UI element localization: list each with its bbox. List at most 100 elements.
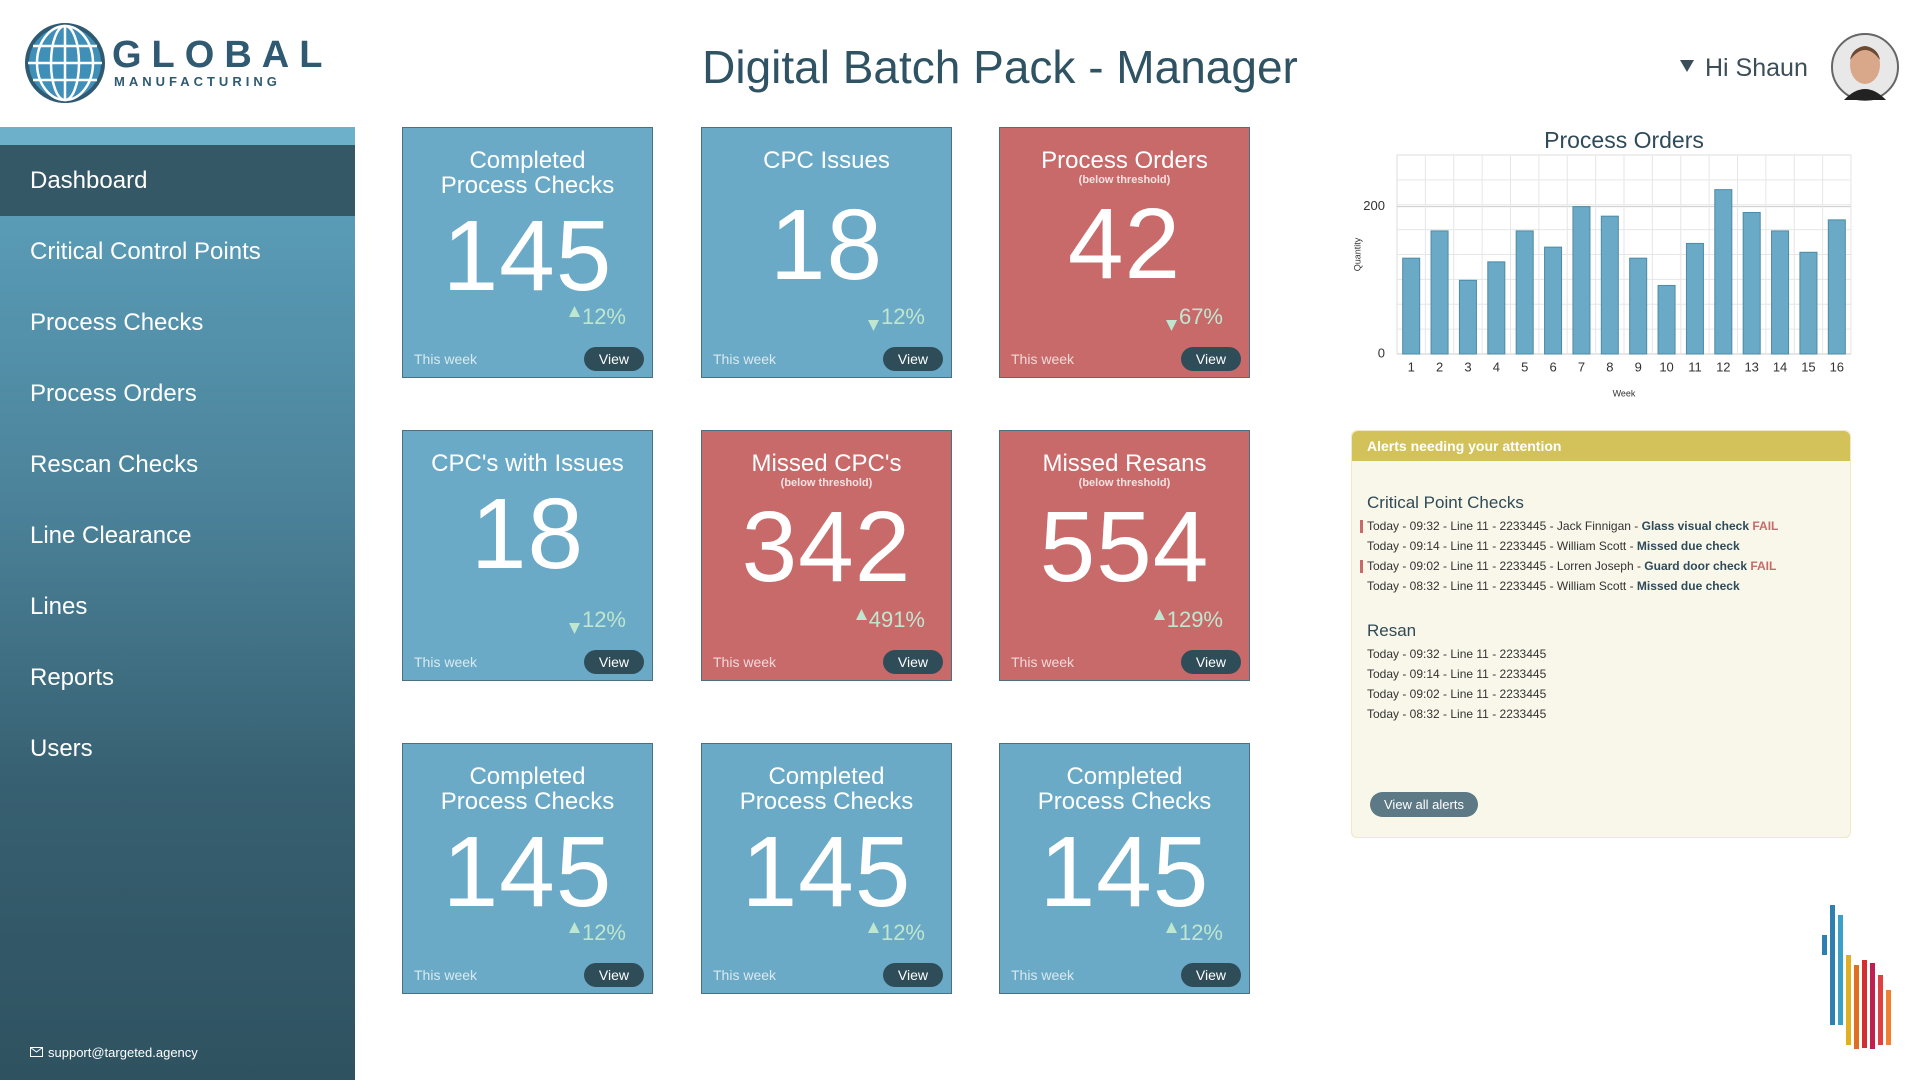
- trend-arrow-shape: [856, 609, 867, 620]
- bar: [1544, 246, 1563, 355]
- user-menu-caret[interactable]: [1680, 60, 1694, 72]
- nav-item[interactable]: Rescan Checks: [30, 451, 199, 478]
- user-greeting[interactable]: Hi Shaun: [1705, 54, 1808, 82]
- sidebar: Dashboard Critical Control Points Process …: [0, 127, 355, 1080]
- alert-check: Missed due check: [1636, 539, 1740, 553]
- user-avatar[interactable]: [1830, 32, 1900, 102]
- alert-item[interactable]: Today - 09:02 - Line 11 - 2233445: [1367, 688, 1850, 701]
- tile-period: This week: [414, 967, 478, 983]
- alert-text: Today - 09:32 - Line 11 - 2233445: [1367, 647, 1547, 661]
- alert-text: Today - 09:02 - Line 11 - 2233445: [1367, 687, 1547, 701]
- alert-item[interactable]: Today - 09:32 - Line 11 - 2233445 - Jack…: [1360, 520, 1850, 533]
- tile-view[interactable]: View: [882, 347, 943, 371]
- nav-item[interactable]: Process Checks: [30, 309, 204, 336]
- tile-view[interactable]: View: [882, 963, 943, 987]
- alert-text: Today - 09:32 - Line 11 - 2233445 - Jack…: [1367, 519, 1642, 533]
- tile-view[interactable]: View: [1180, 650, 1241, 674]
- tile-title: Process Orders: [1041, 147, 1208, 174]
- support-email[interactable]: support@targeted.agency: [48, 1045, 198, 1060]
- brand-mark: [1822, 905, 1891, 1049]
- tile-view[interactable]: View: [1180, 963, 1241, 987]
- alert-text: Today - 08:32 - Line 11 - 2233445 - Will…: [1367, 579, 1637, 593]
- alert-status: FAIL: [1752, 519, 1779, 533]
- bar: [1515, 230, 1534, 355]
- alert-item[interactable]: Today - 08:32 - Line 11 - 2233445 - Will…: [1367, 580, 1850, 593]
- brand-bars: [1822, 905, 1891, 1049]
- x-tick-label: 4: [1493, 359, 1500, 374]
- trend-arrow-shape: [868, 320, 879, 331]
- bar: [1685, 242, 1704, 355]
- alert-item[interactable]: Today - 09:32 - Line 11 - 2233445: [1367, 648, 1850, 661]
- nav-item[interactable]: Lines: [30, 593, 88, 620]
- trend-arrow: [569, 623, 580, 634]
- logo[interactable]: GLOBAL MANUFACTURING: [24, 22, 322, 104]
- alert-text: Today - 09:14 - Line 11 - 2233445 - Will…: [1367, 539, 1637, 553]
- tile-change: 129%: [1166, 607, 1223, 632]
- trend-arrow: [569, 306, 580, 317]
- tile-value: 145: [741, 816, 912, 928]
- nav-item[interactable]: Users: [30, 735, 93, 762]
- x-tick-label: 9: [1635, 359, 1642, 374]
- nav-item[interactable]: Line Clearance: [30, 522, 192, 549]
- nav-item[interactable]: Reports: [30, 664, 115, 691]
- tile-title: Completed Process Checks: [440, 763, 615, 815]
- tile-subtitle: (below threshold): [1078, 174, 1171, 186]
- tile-title: Missed CPC's: [751, 450, 902, 477]
- support[interactable]: support@targeted.agency: [30, 1045, 198, 1060]
- tile-period: This week: [713, 351, 777, 367]
- tile-period: This week: [713, 967, 777, 983]
- trend-arrow: [1166, 320, 1177, 331]
- nav-item[interactable]: Critical Control Points: [30, 238, 261, 265]
- tile-change: 12%: [581, 607, 626, 632]
- tile-period: This week: [713, 654, 777, 670]
- trend-arrow-shape: [1154, 609, 1165, 620]
- bar: [1572, 206, 1591, 355]
- tile-view[interactable]: View: [1180, 347, 1241, 371]
- app-title: Digital Batch Pack - Manager: [702, 41, 1298, 93]
- x-tick-label: 16: [1830, 359, 1844, 374]
- alert-text: Today - 08:32 - Line 11 - 2233445: [1367, 707, 1547, 721]
- tile-period: This week: [1011, 351, 1075, 367]
- view-all-alerts[interactable]: View all alerts: [1370, 792, 1478, 817]
- tile-view[interactable]: View: [583, 347, 644, 371]
- alert-item[interactable]: Today - 09:02 - Line 11 - 2233445 - Lorr…: [1360, 560, 1850, 573]
- x-tick-label: 14: [1773, 359, 1787, 374]
- alerts-title: Alerts needing your attention: [1352, 431, 1850, 461]
- logo-title: GLOBAL: [112, 34, 333, 76]
- alert-text: Today - 09:02 - Line 11 - 2233445 - Lorr…: [1367, 559, 1645, 573]
- y-axis-label: Quantity: [1352, 237, 1362, 271]
- tile-view[interactable]: View: [882, 650, 943, 674]
- x-tick-label: 11: [1688, 359, 1702, 374]
- tile-value: 145: [442, 200, 613, 312]
- alert-section-heading: Resan: [1367, 621, 1417, 640]
- tile-title: Completed Process Checks: [1037, 763, 1212, 815]
- trend-arrow-shape: [1166, 922, 1177, 933]
- alert-check: Glass visual check: [1641, 519, 1750, 533]
- tile-view[interactable]: View: [583, 963, 644, 987]
- alert-item[interactable]: Today - 09:14 - Line 11 - 2233445: [1367, 668, 1850, 681]
- x-tick-label: 13: [1744, 359, 1758, 374]
- alert-status: FAIL: [1750, 559, 1777, 573]
- alert-item[interactable]: Today - 08:32 - Line 11 - 2233445: [1367, 708, 1850, 721]
- tile-value: 145: [1039, 816, 1210, 928]
- alerts-panel: Alerts needing your attention Critical P…: [1351, 430, 1851, 838]
- tile-view[interactable]: View: [583, 650, 644, 674]
- chart-title: Process Orders: [1544, 127, 1704, 153]
- nav-item[interactable]: Dashboard: [0, 145, 355, 216]
- nav-item[interactable]: Process Orders: [30, 380, 197, 407]
- tile-change: 12%: [880, 304, 925, 329]
- alert-item[interactable]: Today - 09:14 - Line 11 - 2233445 - Will…: [1367, 540, 1850, 553]
- trend-arrow: [868, 922, 879, 933]
- alert-section-heading: Critical Point Checks: [1367, 493, 1524, 512]
- kpi-tile: Missed CPC's (below threshold) 342 491% This…: [701, 430, 952, 681]
- alert-text: Today - 09:14 - Line 11 - 2233445: [1367, 667, 1547, 681]
- bar: [1714, 189, 1733, 355]
- kpi-tile: Completed Process Checks 145 12% This week V…: [402, 127, 653, 378]
- nav-list: Dashboard Critical Control Points Process …: [0, 145, 355, 784]
- trend-arrow-shape: [1166, 320, 1177, 331]
- x-tick-label: 6: [1549, 359, 1556, 374]
- tile-subtitle: (below threshold): [1078, 477, 1171, 489]
- sidebar-strip: [0, 127, 355, 145]
- x-tick-label: 7: [1578, 359, 1585, 374]
- kpi-tile: Process Orders (below threshold) 42 67% This…: [999, 127, 1250, 378]
